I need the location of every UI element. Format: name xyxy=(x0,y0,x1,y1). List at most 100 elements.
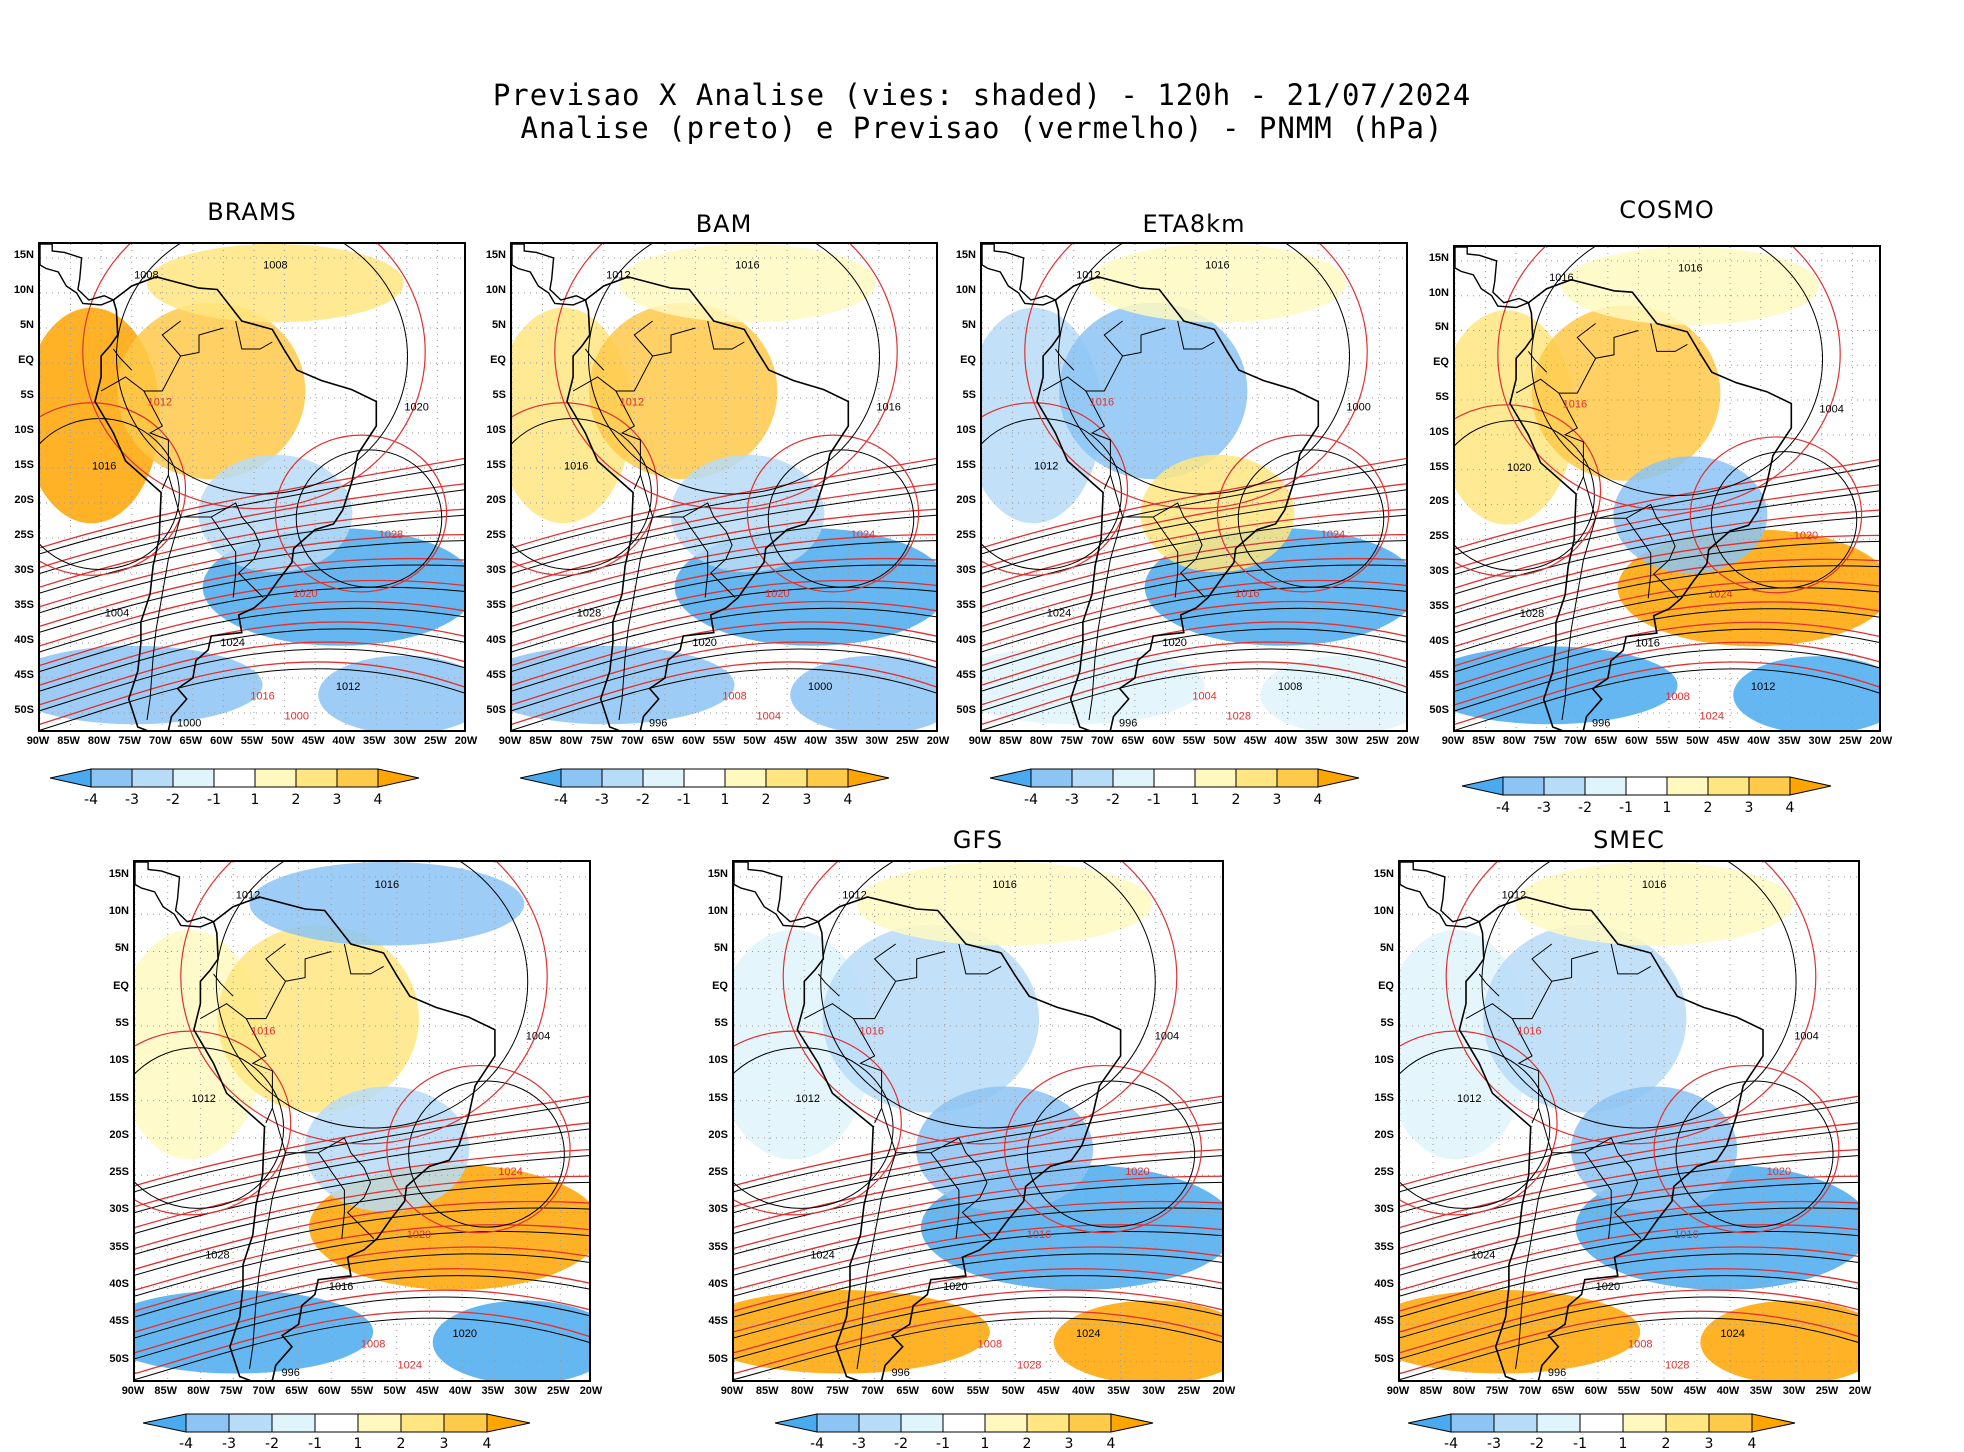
latitude-tick-label: 10N xyxy=(707,905,728,918)
colorbar-tick-label: -3 xyxy=(222,1436,236,1452)
analysis-isobar xyxy=(40,564,464,633)
country-border xyxy=(1515,1152,1553,1370)
colorbar-segment xyxy=(143,1413,187,1433)
latitude-tick-label: 5S xyxy=(962,389,976,401)
colorbar-tick-label: -2 xyxy=(1530,1436,1544,1452)
map-drawing: 1016 1016 1012 1016 1020 1020 1024 1028 1024 1008… xyxy=(1400,862,1858,1380)
forecast-isobar xyxy=(40,557,464,627)
isobar-label-north: 1008 xyxy=(134,269,158,281)
forecast-isobar xyxy=(512,533,936,608)
isobar-label: 1016 xyxy=(860,1025,884,1037)
country-border xyxy=(1177,320,1215,350)
bias-shading-area xyxy=(1483,924,1687,1113)
analysis-isobar xyxy=(40,586,464,653)
analysis-isobar xyxy=(1455,668,1879,730)
panel-title: ETA8km xyxy=(1142,210,1246,238)
longitude-tick-label: 65W xyxy=(896,1385,920,1397)
colorbar-tick-label: -1 xyxy=(936,1436,950,1452)
colorbar-tick-label: 2 xyxy=(1231,792,1241,808)
isobar-label-south: 996 xyxy=(1592,718,1610,730)
latitude-tick-label: 25S xyxy=(14,529,34,541)
colorbar-tick-label: 3 xyxy=(332,792,342,808)
colorbar-segment xyxy=(724,768,767,788)
model-map-panel: 1016 1012 1016 1020 1020 1024 1028 1004 1000 1008… xyxy=(510,242,938,732)
forecast-isobar xyxy=(40,661,464,725)
isobar-label: 1016 xyxy=(1678,262,1702,274)
colorbar-tick-label: -3 xyxy=(1487,1436,1501,1452)
longitude-tick-label: 45W xyxy=(1243,735,1267,747)
longitude-tick-label: 30W xyxy=(1142,1385,1166,1397)
colorbar-tick-label: 3 xyxy=(1272,792,1282,808)
forecast-isobar xyxy=(1455,558,1879,628)
longitude-tick-label: 90W xyxy=(26,735,50,747)
colorbar-segment xyxy=(1030,768,1073,788)
country-border xyxy=(1584,1152,1612,1239)
bias-colorbar xyxy=(143,1413,531,1433)
latitude-tick-label: 15S xyxy=(14,459,34,471)
longitude-tick-label: 50W xyxy=(383,1385,407,1397)
longitude-tick-label: 85W xyxy=(999,735,1022,747)
latitude-tick-label: 45S xyxy=(708,1315,728,1328)
analysis-isobar xyxy=(1455,465,1879,556)
longitude-tick-label: 75W xyxy=(1060,735,1084,747)
latitude-tick-label: 20S xyxy=(14,494,34,506)
isobar-label: 1012 xyxy=(620,397,644,409)
forecast-isobar xyxy=(1216,434,1390,593)
isobar-label: 1020 xyxy=(1794,530,1818,542)
country-border xyxy=(1088,516,1124,721)
isobar-label: 1012 xyxy=(191,1093,215,1105)
isobar-label: 1028 xyxy=(577,607,601,619)
analysis-isobar xyxy=(40,607,464,672)
colorbar-segment xyxy=(400,1413,445,1433)
colorbar-segment xyxy=(816,1413,860,1433)
isobar-label: 1024 xyxy=(1076,1328,1100,1340)
longitude-tick-label: 90W xyxy=(121,1385,145,1397)
isobar-label: 1000 xyxy=(285,710,309,722)
central-america-coastline xyxy=(1400,862,1481,928)
forecast-isobar xyxy=(40,641,464,706)
colorbar-tick-label: -4 xyxy=(1496,800,1510,816)
bias-shading-area xyxy=(1515,862,1793,946)
latitude-tick-label: EQ xyxy=(113,979,129,992)
latitude-tick-label: 15S xyxy=(1374,1091,1394,1104)
colorbar-segment xyxy=(642,768,685,788)
longitude-tick-label: 30W xyxy=(1808,735,1832,747)
analysis-isobar xyxy=(1455,648,1879,712)
longitude-tick-label: 50W xyxy=(1686,735,1709,747)
latitude-tick-label: 45S xyxy=(486,669,506,681)
isobar-label-north: 1012 xyxy=(606,269,630,281)
isobar-label: 1016 xyxy=(92,460,116,472)
latitude-tick-label: 5N xyxy=(1434,321,1449,334)
latitude-tick-label: 5S xyxy=(492,389,506,401)
longitude-tick-label: 70W xyxy=(620,735,644,747)
analysis-isobar xyxy=(734,1207,1222,1276)
analysis-isobar xyxy=(734,1230,1222,1297)
colorbar-segment xyxy=(1502,776,1545,796)
bias-shading-area xyxy=(1733,656,1879,730)
isobar-label: 1012 xyxy=(1457,1093,1481,1105)
longitude-tick-label: 35W xyxy=(834,735,858,747)
isobar-label: 1016 xyxy=(1205,260,1229,272)
analysis-isobar xyxy=(982,607,1406,672)
colorbar-segment xyxy=(357,1413,402,1433)
longitude-tick-label: 85W xyxy=(1472,735,1495,747)
longitude-tick-label: 60W xyxy=(1584,1385,1608,1397)
isobar-label: 1024 xyxy=(810,1250,834,1262)
colorbar-tick-label: 1 xyxy=(1190,792,1200,808)
model-map-panel: 1016 1016 1012 1016 1020 1020 1024 1028 1024 1008… xyxy=(1398,860,1860,1382)
isobar-label: 1024 xyxy=(1321,529,1345,541)
isobar-label: 1028 xyxy=(1520,608,1544,620)
latitude-tick-label: EQ xyxy=(1378,979,1394,992)
analysis-isobar xyxy=(982,540,1406,614)
latitude-tick-label: EQ xyxy=(1433,356,1449,369)
panel-title: GFS xyxy=(952,826,1004,854)
colorbar-tick-label: -1 xyxy=(1147,792,1161,808)
isobar-label-north: 1012 xyxy=(842,890,866,902)
longitude-tick-label: 65W xyxy=(1594,735,1618,747)
colorbar-tick-label: -2 xyxy=(1578,800,1592,816)
longitude-tick-label: 45W xyxy=(301,735,325,747)
longitude-tick-label: 60W xyxy=(682,735,705,747)
isobar-label: 1016 xyxy=(1090,397,1114,409)
latitude-tick-label: 10N xyxy=(1373,905,1394,918)
isobar-label: 1012 xyxy=(336,681,360,693)
